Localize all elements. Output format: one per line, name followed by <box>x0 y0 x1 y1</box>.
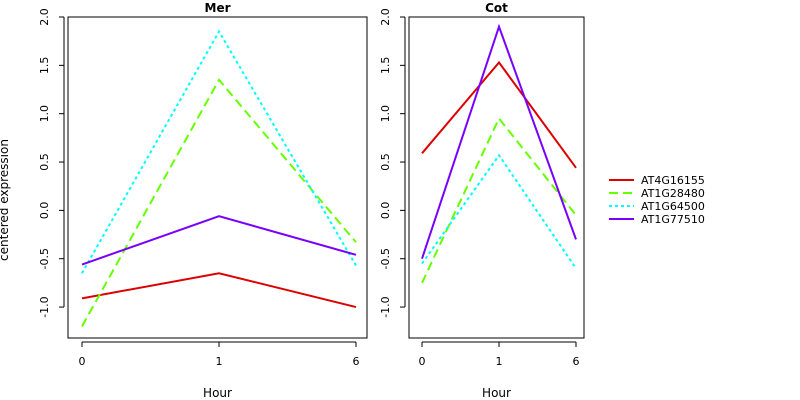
legend-label: AT1G77510 <box>641 213 705 226</box>
legend-item-at1g64500: AT1G64500 <box>609 200 705 213</box>
y-axis-label: centered expression <box>0 139 11 261</box>
legend-label: AT1G64500 <box>641 200 705 213</box>
plot-frame-cot <box>408 16 585 339</box>
legend-item-at1g77510: AT1G77510 <box>609 213 705 226</box>
panel-title-cot: Cot <box>485 1 508 15</box>
y-tick-label-mer: 1.5 <box>38 57 51 75</box>
y-tick-label-mer: 2.0 <box>38 8 51 26</box>
x-tick-label-mer: 6 <box>353 355 360 368</box>
x-axis-label-mer: Hour <box>203 386 232 400</box>
x-axis-label-cot: Hour <box>482 386 511 400</box>
legend-label: AT1G28480 <box>641 187 705 200</box>
series-line-cot-at4g16155 <box>421 60 577 169</box>
series-line-mer-at1g77510 <box>81 215 357 266</box>
legend-label: AT4G16155 <box>641 174 705 187</box>
y-tick-label-mer: -0.5 <box>38 248 51 269</box>
x-tick-label-cot: 0 <box>419 355 426 368</box>
x-tick-label-cot: 6 <box>573 355 580 368</box>
y-tick-label-cot: 1.0 <box>379 105 392 123</box>
y-tick-label-cot: -1.0 <box>379 296 392 317</box>
panels: Mer -1.0 -0.5 0.0 0.5 1.0 1.5 2.0 0 1 6 Hour Cot -1.0… <box>38 1 585 400</box>
series-line-cot-at1g28480 <box>421 116 577 284</box>
x-tick-label-mer: 0 <box>79 355 86 368</box>
series-line-cot-at1g77510 <box>421 23 577 260</box>
y-tick-label-cot: 1.5 <box>379 57 392 75</box>
y-tick-label-cot: -0.5 <box>379 248 392 269</box>
y-tick-label-mer: 0.0 <box>38 202 51 220</box>
panel-mer: Mer -1.0 -0.5 0.0 0.5 1.0 1.5 2.0 0 1 6 Hour <box>38 1 368 400</box>
x-tick-label-cot: 1 <box>496 355 503 368</box>
panel-cot: Cot -1.0 -0.5 0.0 0.5 1.0 1.5 2.0 0 1 6 Hour <box>379 1 585 400</box>
panel-title-mer: Mer <box>205 1 231 15</box>
y-tick-label-cot: 0.0 <box>379 202 392 220</box>
legend-item-at4g16155: AT4G16155 <box>609 174 705 187</box>
series-line-mer-at1g64500 <box>81 29 357 274</box>
series-line-mer-at4g16155 <box>81 272 357 309</box>
y-tick-label-mer: 0.5 <box>38 153 51 171</box>
y-tick-label-mer: 1.0 <box>38 105 51 123</box>
y-tick-label-mer: -1.0 <box>38 296 51 317</box>
y-tick-label-cot: 2.0 <box>379 8 392 26</box>
x-tick-label-mer: 1 <box>216 355 223 368</box>
series-line-cot-at1g64500 <box>421 153 577 269</box>
legend-item-at1g28480: AT1G28480 <box>609 187 705 200</box>
y-tick-label-cot: 0.5 <box>379 153 392 171</box>
series-line-mer-at1g28480 <box>81 78 357 327</box>
plot-frame-mer <box>67 16 368 339</box>
